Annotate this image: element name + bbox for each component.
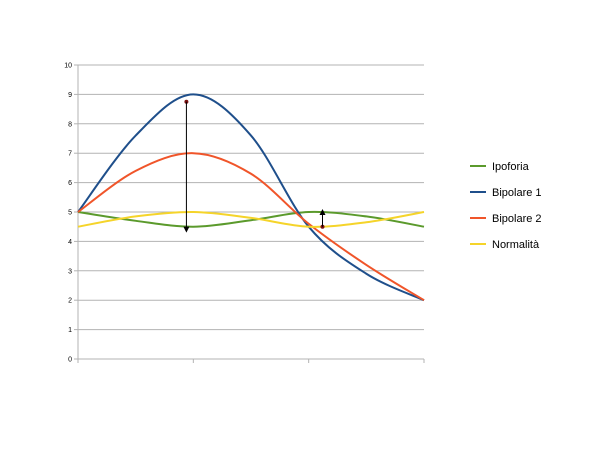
- legend-label-bipolare-2: Bipolare 2: [492, 213, 542, 225]
- y-tick-label: 9: [68, 92, 72, 99]
- y-tick-label: 0: [68, 357, 72, 364]
- series-layer: [77, 93, 425, 302]
- series-line-ipoforia: [77, 210, 425, 228]
- axis-layer: 0 1 2 3 4 5 6 7 8 9 10: [64, 63, 425, 364]
- y-tick-label: 5: [68, 210, 72, 217]
- y-tick-label: 1: [68, 327, 72, 334]
- y-tick-label: 2: [68, 298, 72, 305]
- legend-label-ipoforia: Ipoforia: [492, 161, 530, 173]
- y-tick-label: 4: [68, 239, 72, 246]
- legend: Ipoforia Bipolare 1 Bipolare 2 Normalità: [470, 161, 542, 251]
- legend-label-bipolare-1: Bipolare 1: [492, 187, 542, 199]
- y-tick-label: 10: [64, 63, 72, 70]
- legend-label-normalit-: Normalità: [492, 239, 540, 251]
- y-tick-label: 7: [68, 151, 72, 158]
- grid-layer: [78, 64, 424, 331]
- annotation-layer: [183, 99, 326, 233]
- series-line-bipolare-2: [77, 152, 425, 302]
- y-tick-label: 8: [68, 121, 72, 128]
- series-line-bipolare-1: [77, 93, 425, 302]
- series-line-normalit-: [77, 210, 425, 228]
- y-tick-label: 3: [68, 268, 72, 275]
- y-tick-label: 6: [68, 180, 72, 187]
